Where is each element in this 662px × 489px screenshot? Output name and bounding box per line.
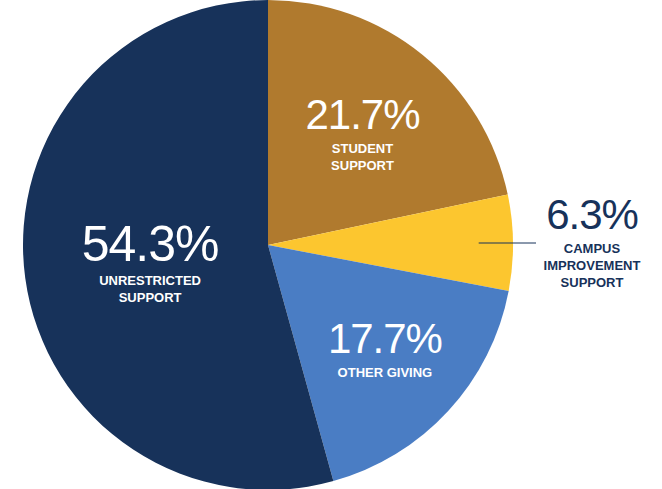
category-label: UNRESTRICTEDSUPPORT [99, 273, 201, 305]
data-label: 21.7% [305, 91, 419, 138]
data-label: 6.3% [546, 191, 638, 238]
leader-line [479, 243, 536, 244]
data-label: 54.3% [82, 216, 219, 272]
category-label: STUDENTSUPPORT [331, 141, 394, 173]
chart: 21.7%STUDENTSUPPORT 6.3%CAMPUSIMPROVEMENT… [0, 0, 662, 489]
labels: 21.7%STUDENTSUPPORT 6.3%CAMPUSIMPROVEMENT… [82, 91, 641, 380]
pie-slice [23, 0, 333, 489]
data-label: 17.7% [328, 315, 442, 362]
slices [23, 0, 513, 489]
category-label: OTHER GIVING [338, 365, 433, 380]
category-label: CAMPUSIMPROVEMENTSUPPORT [544, 241, 641, 290]
